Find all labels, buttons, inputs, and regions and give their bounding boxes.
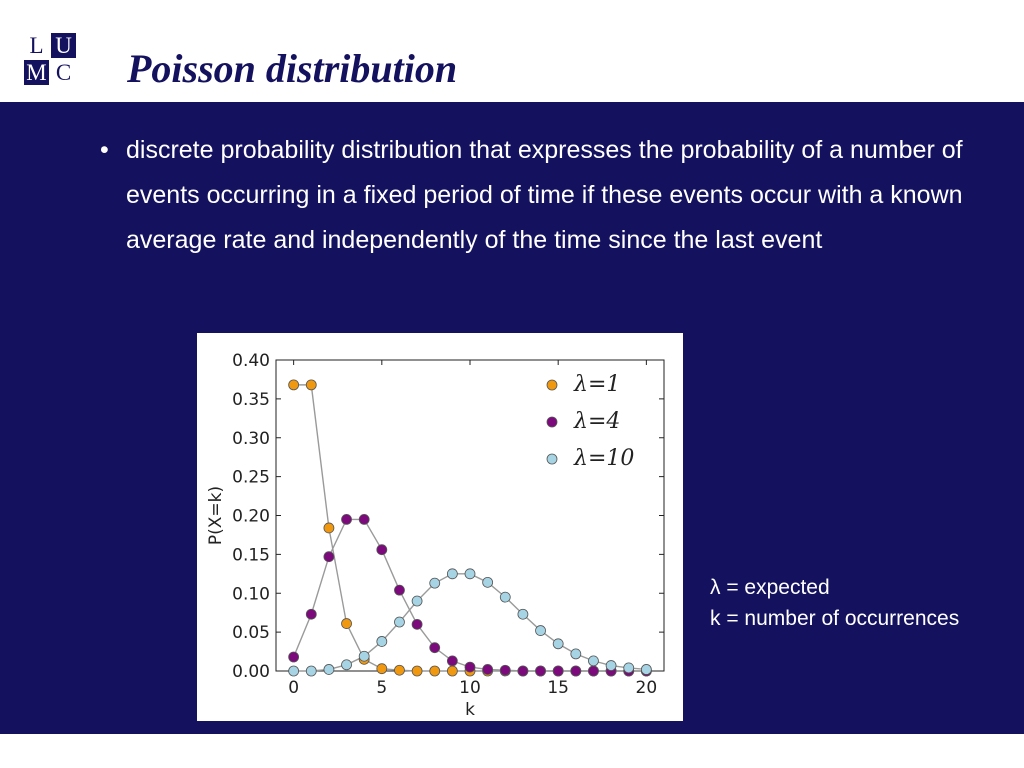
y-tick-label: 0.25 (232, 468, 270, 488)
legend-label: λ=4 (573, 409, 620, 434)
data-point (305, 665, 317, 677)
data-point (411, 595, 423, 607)
bullet-text: discrete probability distribution that e… (126, 136, 963, 254)
data-point (429, 577, 441, 589)
y-tick-label: 0.30 (232, 429, 270, 449)
data-point (535, 665, 546, 677)
logo-letter-l: L (29, 33, 44, 58)
data-point (623, 662, 635, 674)
data-point (411, 618, 423, 630)
y-tick-label: 0.35 (232, 390, 270, 410)
data-point (588, 665, 599, 677)
data-point (535, 625, 546, 636)
data-point (429, 642, 441, 654)
y-tick-label: 0.05 (232, 623, 270, 643)
logo-letter-m: M (24, 60, 49, 85)
plot-frame (275, 359, 665, 672)
data-point (482, 576, 494, 588)
data-point (517, 608, 529, 620)
legend-marker (546, 379, 558, 391)
series-line (292, 518, 647, 672)
legend-marker (546, 416, 558, 428)
data-point (446, 568, 458, 580)
data-point (341, 618, 352, 629)
bullet-marker: • (100, 136, 109, 164)
data-point (464, 568, 476, 580)
data-point (394, 616, 405, 628)
data-point (446, 655, 458, 667)
y-tick-label: 0.40 (232, 351, 270, 371)
x-tick-label: 0 (288, 678, 299, 698)
slide-header: L U M C Poisson distribution (0, 0, 1024, 102)
x-tick-label: 5 (376, 678, 387, 698)
x-tick-label: 10 (459, 678, 481, 698)
legend-marker (546, 453, 558, 465)
data-point (394, 584, 405, 596)
data-point (323, 664, 335, 675)
lumc-logo: L U M C (24, 33, 78, 87)
poisson-chart: 0.00 0.05 0.10 0.15 0.20 0.25 0.30 0.35 0.40 0 5 10… (197, 333, 683, 721)
data-point (429, 665, 441, 677)
data-point (499, 664, 511, 676)
data-point (552, 638, 564, 650)
data-point (570, 665, 582, 677)
data-point (341, 513, 352, 525)
data-point (305, 379, 317, 391)
y-tick-label: 0.00 (232, 662, 270, 682)
y-tick-label: 0.10 (232, 584, 270, 604)
slide-title: Poisson distribution (127, 46, 458, 91)
data-point (358, 650, 370, 662)
data-point (640, 664, 652, 675)
data-point (517, 665, 529, 677)
note-lambda: λ = expected (710, 576, 830, 599)
data-point (499, 591, 511, 603)
x-axis-label: k (465, 700, 475, 720)
data-point (288, 665, 300, 677)
logo-letter-c: C (55, 60, 72, 85)
data-point (411, 665, 423, 677)
y-tick-label: 0.20 (232, 507, 270, 527)
data-point (323, 551, 335, 563)
data-point (570, 648, 582, 660)
data-point (376, 663, 388, 675)
data-point (376, 636, 388, 647)
slide-footer (0, 734, 1024, 768)
data-point (358, 513, 370, 525)
data-point (464, 661, 476, 673)
data-point (376, 544, 388, 556)
legend-label: λ=1 (573, 372, 620, 397)
chart-svg: 0.00 0.05 0.10 0.15 0.20 0.25 0.30 0.35 0.40 0 5 10… (206, 351, 665, 720)
data-point (323, 522, 335, 534)
logo-letter-u: U (51, 33, 76, 58)
data-point (605, 660, 617, 671)
data-point (288, 651, 300, 663)
data-point (588, 655, 599, 667)
data-point (446, 665, 458, 677)
data-point (394, 664, 405, 676)
data-point (552, 665, 564, 677)
y-axis-label: P(X=k) (206, 486, 226, 545)
bullet-item: • discrete probability distribution that… (100, 128, 980, 263)
data-point (341, 659, 352, 671)
x-tick-label: 15 (547, 678, 569, 698)
y-tick-label: 0.15 (232, 545, 270, 565)
x-tick-label: 20 (636, 678, 658, 698)
variable-notes: λ = expected k = number of occurrences (710, 572, 959, 634)
legend-label: λ=10 (573, 446, 634, 471)
data-point (288, 379, 300, 391)
data-point (482, 664, 494, 675)
data-point (305, 608, 317, 620)
note-k: k = number of occurrences (710, 607, 960, 630)
